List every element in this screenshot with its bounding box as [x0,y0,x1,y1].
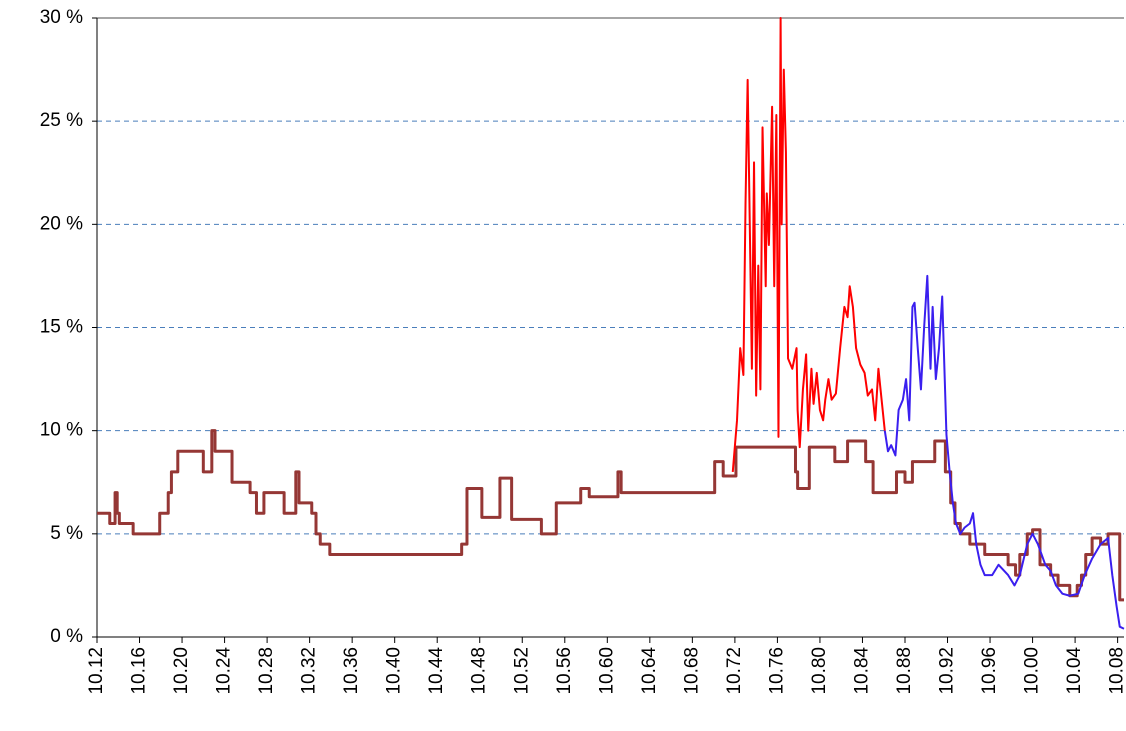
x-tick-label: 10.88 [894,647,915,695]
x-tick-label: 10.04 [1064,647,1085,695]
x-tick-label: 10.72 [724,647,745,695]
x-tick-label: 10.00 [1022,647,1043,695]
y-tick-label: 25 % [40,110,83,131]
line-series [97,429,1124,602]
x-tick-label: 10.48 [469,647,490,695]
x-tick-label: 10.08 [1107,647,1126,695]
x-tick-label: 10.44 [426,647,447,695]
line-series [731,17,886,473]
x-tick-label: 10.20 [171,647,192,695]
y-tick-label: 15 % [40,317,83,338]
x-tick-label: 10.24 [214,647,235,695]
line-series [883,274,1125,630]
x-tick-label: 10.36 [341,647,362,695]
x-tick-label: 10.92 [937,647,958,695]
x-tick-label: 10.32 [299,647,320,695]
x-tick-label: 10.40 [384,647,405,695]
x-tick-label: 10.60 [596,647,617,695]
y-tick-label: 30 % [40,7,83,28]
y-tick-label: 5 % [50,523,83,544]
x-tick-label: 10.80 [809,647,830,695]
x-tick-label: 10.84 [851,647,872,695]
y-tick-label: 20 % [40,213,83,234]
x-tick-label: 10.56 [554,647,575,695]
x-tick-label: 10.16 [129,647,150,695]
x-tick-label: 10.52 [511,647,532,695]
x-tick-label: 10.96 [979,647,1000,695]
x-tick-label: 10.76 [766,647,787,695]
x-tick-label: 10.64 [639,647,660,695]
x-tick-label: 10.12 [86,647,107,695]
y-tick-label: 10 % [40,420,83,441]
x-tick-label: 10.68 [681,647,702,695]
x-tick-label: 10.28 [256,647,277,695]
y-tick-label: 0 % [50,626,83,647]
